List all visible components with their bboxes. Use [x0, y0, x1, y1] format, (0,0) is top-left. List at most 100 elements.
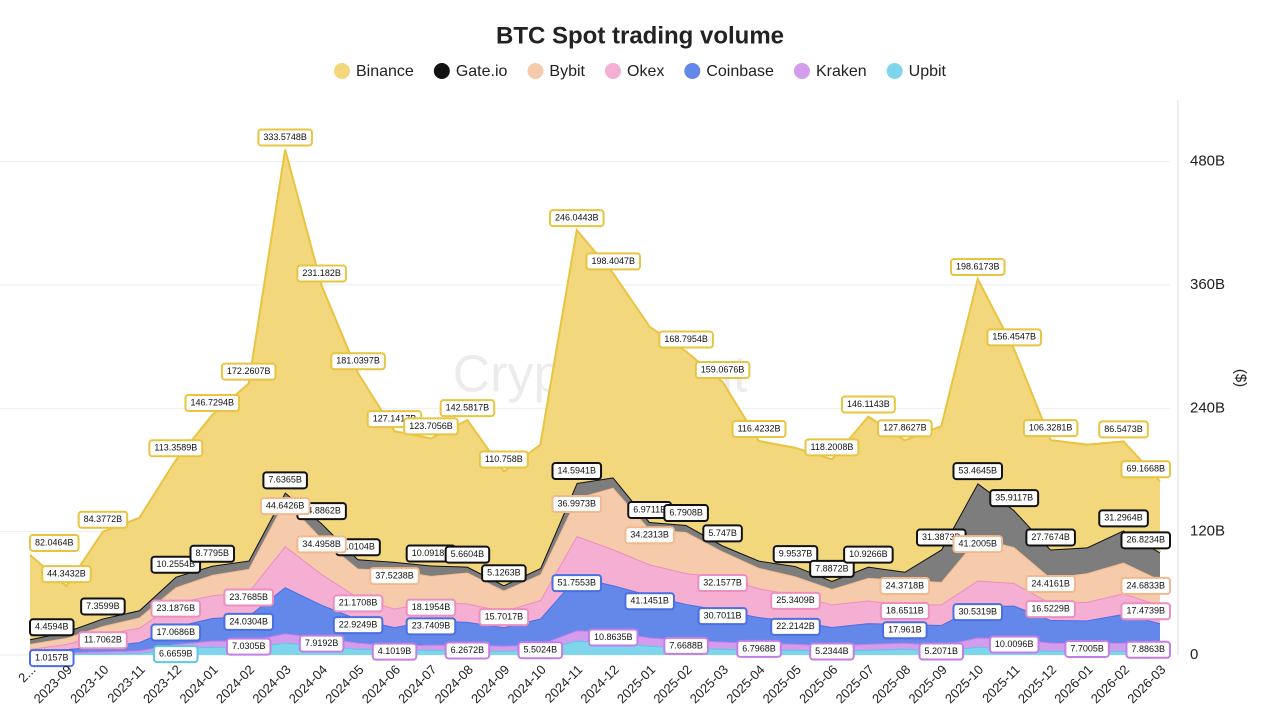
legend-marker — [433, 63, 450, 79]
data-label-box — [77, 510, 129, 529]
x-tick-label: 2026-01 — [1051, 662, 1095, 706]
data-label: 106.3281B — [1022, 419, 1079, 438]
x-tick-label: 2025-12 — [1015, 662, 1059, 706]
data-label: 26.8234B — [1120, 531, 1171, 550]
data-label-text: 32.1577B — [703, 577, 742, 587]
legend: Binance Gate.io Bybit Okex Coinbase Kraken Upb… — [333, 63, 947, 80]
chart-title: BTC Spot trading volume — [496, 22, 784, 49]
data-label-box — [153, 645, 199, 664]
y-tick-label: 360B — [1190, 276, 1225, 293]
data-label-text: 51.7553B — [558, 578, 597, 588]
data-label-text: 7.6365B — [268, 475, 302, 485]
data-label-text: 5.6604B — [451, 549, 485, 559]
data-label: 24.6833B — [1120, 576, 1171, 595]
data-label-box — [517, 641, 564, 660]
data-label: 27.7674B — [1025, 528, 1076, 547]
data-label: 84.3772B — [77, 510, 129, 529]
data-label: 5.2071B — [918, 642, 965, 661]
data-label-box — [702, 524, 743, 543]
data-label-box — [804, 438, 860, 457]
legend-item: Okex — [604, 63, 664, 80]
data-label-box — [658, 330, 714, 349]
data-label: 7.6365B — [262, 471, 308, 490]
data-label: 16.5229B — [1025, 600, 1076, 619]
data-label-box — [879, 602, 930, 621]
data-label-text: 31.3873B — [922, 532, 961, 542]
legend-item: Kraken — [793, 63, 867, 80]
data-label-text: 5.747B — [708, 528, 737, 538]
data-label-box — [262, 471, 308, 490]
data-label: 44.3432B — [41, 565, 92, 584]
data-label-text: 231.182B — [302, 268, 341, 278]
data-label-box — [694, 360, 751, 379]
data-label-box — [296, 264, 347, 283]
data-label-text: 6.7908B — [669, 507, 703, 517]
data-label: 7.3599B — [80, 597, 126, 616]
data-label-text: 10.2554B — [157, 559, 196, 569]
data-label-text: 10.0918B — [412, 548, 451, 558]
data-label-text: 17.0686B — [157, 627, 196, 637]
data-label: 69.1668B — [1120, 460, 1171, 479]
data-label-box — [663, 636, 709, 655]
data-label-text: 9.9537B — [779, 548, 813, 558]
data-label-text: 14.8862B — [302, 506, 341, 516]
data-label-text: 24.0304B — [229, 616, 268, 626]
line — [29, 476, 1161, 641]
data-label-text: 22.9249B — [339, 619, 378, 629]
data-label: 231.182B — [296, 264, 347, 283]
data-label-box — [150, 555, 202, 574]
data-label-text: 30.5319B — [958, 607, 997, 617]
data-label: 127.8627B — [877, 419, 933, 438]
data-label: 51.7553B — [551, 574, 603, 593]
data-label: 198.6173B — [949, 258, 1006, 277]
data-label-text: 118.2008B — [810, 442, 853, 452]
data-label-box — [1064, 639, 1110, 658]
data-label-box — [405, 598, 457, 617]
data-label-text: 34.4958B — [302, 539, 341, 549]
data-label-text: 24.4161B — [1031, 578, 1070, 588]
data-label-text: 10.8635B — [594, 632, 633, 642]
data-label: 24.0304B — [223, 612, 274, 631]
x-tick-label: 2024-10 — [505, 662, 549, 706]
data-label-box — [332, 616, 384, 635]
data-label-text: 7.6688B — [669, 640, 703, 650]
data-label-box — [1120, 602, 1171, 621]
data-label: 34.4958B — [296, 535, 347, 554]
data-label-text: 246.0443B — [555, 213, 599, 223]
data-label-text: 30.7011B — [704, 610, 742, 620]
data-label-text: 198.6173B — [956, 261, 1000, 271]
data-label: 7.8872B — [809, 559, 855, 578]
data-label-text: 31.2964B — [1104, 513, 1143, 523]
data-label-text: 10.0096B — [995, 639, 1034, 649]
data-label-text: 8.7795B — [195, 548, 229, 558]
legend-label: Upbit — [909, 63, 947, 80]
data-label-box — [879, 576, 931, 595]
data-label-text: 6.6659B — [159, 649, 193, 659]
data-label-text: 86.5473B — [1104, 424, 1143, 434]
data-label-text: 17.961B — [888, 625, 922, 635]
data-label: 8.7795B — [189, 544, 236, 563]
data-label-text: 1.0157B — [35, 652, 69, 662]
data-label-text: 123.7056B — [409, 421, 453, 431]
data-label-box — [988, 635, 1040, 654]
data-label-box — [184, 394, 241, 413]
x-tick-label: 2024-08 — [432, 662, 476, 706]
data-label-box — [369, 567, 420, 586]
data-label: 17.4739B — [1120, 602, 1171, 621]
data-label-text: 17.4739B — [1126, 606, 1165, 616]
data-label: 10.0096B — [988, 635, 1040, 654]
data-label-box — [150, 623, 202, 642]
data-label-box — [843, 545, 894, 564]
data-label: 41.1451B — [624, 592, 675, 611]
data-label-box — [770, 591, 821, 610]
data-label: 7.8863B — [1125, 640, 1171, 659]
data-label-box — [809, 559, 855, 578]
data-label-box — [840, 395, 896, 414]
data-label-box — [1025, 600, 1076, 619]
x-tick-label: 2024-12 — [577, 662, 621, 706]
x-tick-label: 2024-06 — [359, 662, 403, 706]
data-label-text: 110.758B — [485, 454, 523, 464]
data-label: 41.2005B — [952, 535, 1004, 554]
data-label-text: 10.9266B — [849, 549, 888, 559]
